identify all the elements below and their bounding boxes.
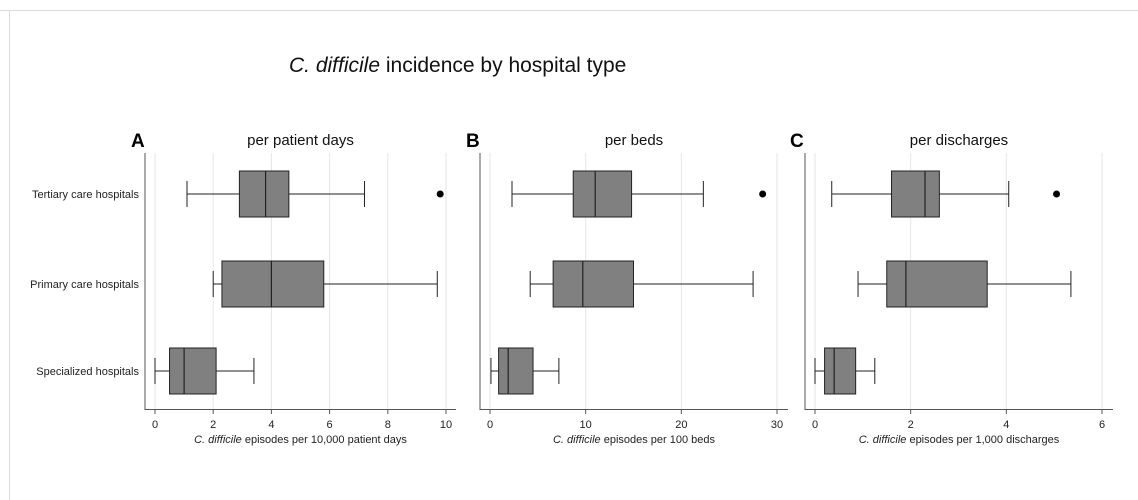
x-tick-label: 10 bbox=[440, 419, 452, 431]
x-tick-label: 30 bbox=[771, 419, 783, 431]
x-tick-label: 6 bbox=[1099, 419, 1105, 431]
x-tick-label: 10 bbox=[580, 419, 592, 431]
frame-top-border bbox=[0, 10, 1138, 11]
box-3 bbox=[154, 347, 255, 395]
x-tick-label: 8 bbox=[385, 419, 391, 431]
x-tick-label: 4 bbox=[268, 419, 274, 431]
x-tick-label: 6 bbox=[327, 419, 333, 431]
x-tick-label: 0 bbox=[812, 419, 818, 431]
category-label: Primary care hospitals bbox=[30, 279, 139, 291]
x-tick-label: 0 bbox=[152, 419, 158, 431]
box-1 bbox=[831, 170, 1061, 218]
x-tick-label: 0 bbox=[487, 419, 493, 431]
chart-title-rest: incidence by hospital type bbox=[380, 54, 626, 77]
iqr-box bbox=[891, 170, 940, 218]
panels: 0 2 4 6 8 10 A per patient days C. difficile epi… bbox=[30, 131, 1113, 446]
x-axis-label-italic: C. difficile bbox=[553, 434, 601, 446]
x-axis-label: C. difficile episodes per 100 beds bbox=[553, 434, 716, 446]
iqr-box bbox=[221, 260, 325, 308]
iqr-box bbox=[572, 170, 633, 218]
iqr-box bbox=[552, 260, 635, 308]
panel-b: 0 10 20 30 B per beds C. difficile episodes pe… bbox=[466, 131, 788, 446]
panel-a: 0 2 4 6 8 10 A per patient days C. difficile epi… bbox=[30, 131, 456, 446]
panel-letter: C bbox=[790, 131, 804, 152]
panel-title: per beds bbox=[605, 132, 663, 149]
x-axis-label-italic: C. difficile bbox=[194, 434, 242, 446]
x-tick-label: 4 bbox=[1003, 419, 1009, 431]
box-3 bbox=[490, 347, 560, 395]
panel-title: per patient days bbox=[247, 132, 354, 149]
frame-left-border bbox=[9, 10, 10, 500]
x-tick-label: 20 bbox=[675, 419, 687, 431]
outlier-point bbox=[436, 190, 444, 198]
x-axis-label-italic: C. difficile bbox=[859, 434, 907, 446]
box-1 bbox=[511, 170, 767, 218]
box-2 bbox=[857, 260, 1072, 308]
panel-c: 0 2 4 6 C per discharges C. difficile episodes… bbox=[790, 131, 1113, 446]
iqr-box bbox=[238, 170, 290, 218]
x-axis-label: C. difficile episodes per 10,000 patient… bbox=[194, 434, 407, 446]
chart-title-italic: C. difficile bbox=[289, 54, 380, 77]
x-tick-label: 2 bbox=[210, 419, 216, 431]
box-1 bbox=[186, 170, 444, 218]
x-axis-label-rest: episodes per 10,000 patient days bbox=[242, 434, 408, 446]
iqr-box bbox=[886, 260, 988, 308]
category-label: Tertiary care hospitals bbox=[32, 189, 139, 201]
x-tick-label: 2 bbox=[908, 419, 914, 431]
iqr-box bbox=[498, 347, 534, 395]
iqr-box bbox=[169, 347, 217, 395]
box-3 bbox=[814, 347, 876, 395]
x-axis-label-rest: episodes per 1,000 discharges bbox=[906, 434, 1059, 446]
box-2 bbox=[529, 260, 754, 308]
box-2 bbox=[212, 260, 438, 308]
outlier-point bbox=[1053, 190, 1061, 198]
x-axis-label: C. difficile episodes per 1,000 discharg… bbox=[859, 434, 1060, 446]
outlier-point bbox=[759, 190, 767, 198]
iqr-box bbox=[824, 347, 857, 395]
panel-letter: A bbox=[131, 131, 145, 152]
panel-letter: B bbox=[466, 131, 480, 152]
panel-title: per discharges bbox=[910, 132, 1008, 149]
x-axis-label-rest: episodes per 100 beds bbox=[601, 434, 716, 446]
chart-title: C. difficile incidence by hospital type bbox=[289, 54, 626, 77]
category-label: Specialized hospitals bbox=[36, 366, 139, 378]
